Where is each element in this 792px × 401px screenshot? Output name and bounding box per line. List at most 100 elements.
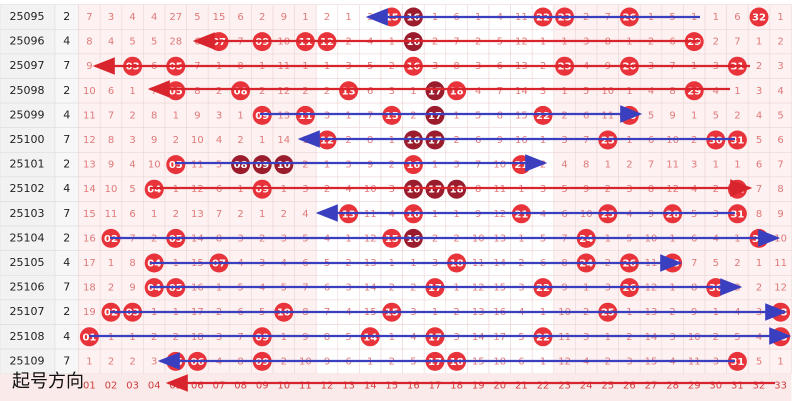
omission: 5 xyxy=(713,258,719,269)
omission: 2 xyxy=(345,135,351,146)
ball-number: 32 xyxy=(752,13,766,24)
issue-bg xyxy=(0,28,56,55)
omission: 2 xyxy=(108,356,114,367)
issue: 25096 xyxy=(10,35,45,48)
ball-number: 26 xyxy=(622,111,636,122)
omission: 2 xyxy=(561,110,567,121)
omission: 1 xyxy=(173,184,179,195)
omission: 3 xyxy=(756,86,762,97)
ball-number: 30 xyxy=(709,136,723,147)
ball-number: 29 xyxy=(687,86,701,97)
ball-number: 23 xyxy=(558,62,572,73)
omission: 9 xyxy=(777,209,783,220)
omission: 2 xyxy=(129,110,135,121)
omission: 1 xyxy=(345,12,351,23)
omission: 12 xyxy=(493,209,506,220)
omission: 5 xyxy=(129,37,135,48)
column-label: 31 xyxy=(731,381,744,392)
ball-number: 29 xyxy=(687,37,701,48)
omission: 1 xyxy=(129,332,135,343)
omission: 5 xyxy=(756,356,762,367)
omission: 2 xyxy=(173,135,179,146)
omission: 8 xyxy=(194,86,200,97)
omission: 4 xyxy=(389,209,395,220)
omission: 16 xyxy=(83,233,96,244)
omission: 5 xyxy=(151,37,157,48)
omission: 8 xyxy=(324,332,330,343)
ball-number: 13 xyxy=(342,209,356,220)
ball-number: 09 xyxy=(255,357,269,368)
omission: 1 xyxy=(691,110,697,121)
omission: 3 xyxy=(669,332,675,343)
count: 7 xyxy=(63,133,70,146)
ball-number: 05 xyxy=(169,62,183,73)
count: 2 xyxy=(63,84,70,97)
omission: 10 xyxy=(601,86,614,97)
omission: 4 xyxy=(129,160,135,171)
omission: 7 xyxy=(583,135,589,146)
ball-number: 22 xyxy=(536,283,550,294)
omission: 1 xyxy=(410,86,416,97)
ball-number: 22 xyxy=(536,111,550,122)
ball-number: 18 xyxy=(450,357,464,368)
omission: 3 xyxy=(216,110,222,121)
omission: 1 xyxy=(561,86,567,97)
count: 7 xyxy=(63,354,70,367)
omission: 2 xyxy=(302,160,308,171)
omission: 10 xyxy=(105,184,118,195)
ball-number: 01 xyxy=(82,332,96,343)
ball-number: 31 xyxy=(730,357,744,368)
ball-number: 16 xyxy=(406,209,420,220)
omission: 5 xyxy=(216,160,222,171)
omission: 8 xyxy=(756,209,762,220)
omission: 19 xyxy=(83,307,96,318)
omission: 1 xyxy=(281,184,287,195)
omission: 8 xyxy=(86,37,92,48)
ball xyxy=(425,179,445,199)
ball-number: 21 xyxy=(514,160,528,171)
column-label: 12 xyxy=(321,381,334,392)
issue: 25108 xyxy=(10,330,45,343)
omission: 2 xyxy=(281,209,287,220)
omission: 6 xyxy=(756,160,762,171)
omission: 4 xyxy=(345,184,351,195)
omission: 8 xyxy=(367,135,373,146)
omission: 2 xyxy=(626,160,632,171)
omission: 2 xyxy=(713,37,719,48)
omission: 4 xyxy=(713,86,719,97)
omission: 10 xyxy=(688,332,701,343)
omission: 5 xyxy=(345,332,351,343)
omission: 6 xyxy=(648,135,654,146)
omission: 5 xyxy=(475,110,481,121)
ball-number: 09 xyxy=(255,111,269,122)
omission: 10 xyxy=(493,160,506,171)
omission: 7 xyxy=(756,184,762,195)
ball xyxy=(166,155,186,175)
omission: 9 xyxy=(583,184,589,195)
ball xyxy=(382,105,402,125)
count: 2 xyxy=(63,231,70,244)
ball-number: 10 xyxy=(277,160,291,171)
omission: 4 xyxy=(410,332,416,343)
omission: 1 xyxy=(302,135,308,146)
count: 7 xyxy=(63,207,70,220)
column-label: 21 xyxy=(515,381,528,392)
direction-label: 起号方向 xyxy=(12,371,84,392)
omission: 9 xyxy=(151,135,157,146)
issue: 25107 xyxy=(10,305,45,318)
omission: 1 xyxy=(281,332,287,343)
omission: 2 xyxy=(734,258,740,269)
ball xyxy=(533,105,553,125)
omission: 5 xyxy=(518,332,524,343)
issue-bg xyxy=(0,78,56,104)
omission: 9 xyxy=(302,332,308,343)
omission: 4 xyxy=(216,135,222,146)
omission: 6 xyxy=(237,12,243,23)
column-label: 15 xyxy=(385,381,398,392)
count: 7 xyxy=(63,281,70,294)
issue: 25095 xyxy=(10,10,45,23)
omission: 1 xyxy=(713,160,719,171)
omission: 5 xyxy=(648,110,654,121)
omission: 1 xyxy=(432,209,438,220)
ball-number: 17 xyxy=(428,86,442,97)
